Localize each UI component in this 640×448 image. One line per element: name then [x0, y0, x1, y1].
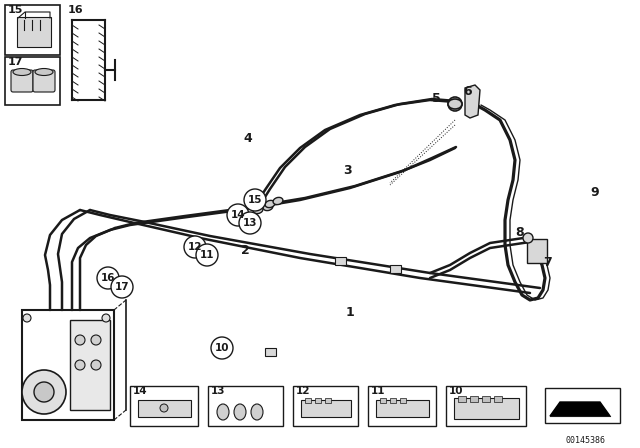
Text: 15: 15: [248, 195, 262, 205]
Text: 14: 14: [230, 210, 245, 220]
FancyBboxPatch shape: [454, 397, 518, 418]
Ellipse shape: [234, 404, 246, 420]
Text: 00145386: 00145386: [565, 435, 605, 444]
Text: 4: 4: [244, 132, 252, 145]
FancyBboxPatch shape: [70, 320, 110, 410]
Circle shape: [448, 97, 462, 111]
Text: 11: 11: [200, 250, 214, 260]
Ellipse shape: [263, 203, 273, 211]
Text: 1: 1: [346, 306, 355, 319]
FancyBboxPatch shape: [376, 400, 429, 417]
FancyBboxPatch shape: [390, 264, 401, 272]
Circle shape: [91, 335, 101, 345]
FancyBboxPatch shape: [264, 348, 275, 356]
FancyBboxPatch shape: [293, 386, 358, 426]
FancyBboxPatch shape: [214, 340, 225, 349]
Text: 5: 5: [431, 91, 440, 104]
Circle shape: [111, 276, 133, 298]
Circle shape: [184, 236, 206, 258]
Text: 10: 10: [449, 386, 463, 396]
FancyBboxPatch shape: [400, 398, 406, 403]
FancyBboxPatch shape: [390, 398, 396, 403]
FancyBboxPatch shape: [380, 398, 386, 403]
Text: 12: 12: [188, 242, 202, 252]
Text: 10: 10: [215, 343, 229, 353]
FancyBboxPatch shape: [494, 396, 502, 402]
Polygon shape: [465, 85, 480, 118]
Ellipse shape: [273, 198, 283, 205]
Circle shape: [211, 337, 233, 359]
FancyBboxPatch shape: [325, 398, 331, 403]
Text: 11: 11: [371, 386, 385, 396]
Text: 16: 16: [100, 273, 115, 283]
Circle shape: [227, 204, 249, 226]
Ellipse shape: [35, 69, 53, 76]
Text: 3: 3: [344, 164, 352, 177]
Circle shape: [196, 244, 218, 266]
Ellipse shape: [265, 200, 275, 207]
FancyBboxPatch shape: [5, 5, 60, 55]
Circle shape: [523, 233, 533, 243]
Text: 6: 6: [464, 85, 472, 98]
Text: 17: 17: [115, 282, 129, 292]
FancyBboxPatch shape: [138, 400, 191, 417]
Ellipse shape: [217, 404, 229, 420]
Circle shape: [244, 189, 266, 211]
FancyBboxPatch shape: [545, 388, 620, 423]
FancyBboxPatch shape: [527, 239, 547, 263]
Ellipse shape: [251, 404, 263, 420]
FancyBboxPatch shape: [22, 310, 114, 420]
Text: 8: 8: [516, 225, 524, 238]
Circle shape: [23, 314, 31, 322]
Circle shape: [97, 267, 119, 289]
FancyBboxPatch shape: [305, 398, 311, 403]
Circle shape: [91, 360, 101, 370]
Polygon shape: [550, 402, 610, 416]
Text: 9: 9: [591, 185, 599, 198]
FancyBboxPatch shape: [335, 257, 346, 264]
Ellipse shape: [253, 207, 263, 214]
Text: 7: 7: [543, 255, 552, 268]
FancyBboxPatch shape: [446, 386, 526, 426]
Text: 14: 14: [133, 386, 148, 396]
Text: 17: 17: [8, 57, 24, 67]
FancyBboxPatch shape: [470, 396, 478, 402]
Text: 13: 13: [211, 386, 225, 396]
FancyBboxPatch shape: [5, 57, 60, 105]
FancyBboxPatch shape: [482, 396, 490, 402]
FancyBboxPatch shape: [458, 396, 466, 402]
Ellipse shape: [448, 99, 462, 109]
Circle shape: [75, 335, 85, 345]
Circle shape: [239, 212, 261, 234]
Circle shape: [34, 382, 54, 402]
Circle shape: [75, 360, 85, 370]
Text: 2: 2: [241, 244, 250, 257]
Text: 12: 12: [296, 386, 310, 396]
FancyBboxPatch shape: [33, 70, 55, 92]
Ellipse shape: [13, 69, 31, 76]
Text: 13: 13: [243, 218, 257, 228]
FancyBboxPatch shape: [130, 386, 198, 426]
FancyBboxPatch shape: [301, 400, 351, 417]
Text: 15: 15: [8, 5, 24, 15]
FancyBboxPatch shape: [315, 398, 321, 403]
Text: 16: 16: [68, 5, 84, 15]
Circle shape: [22, 370, 66, 414]
FancyBboxPatch shape: [208, 386, 283, 426]
FancyBboxPatch shape: [11, 70, 33, 92]
FancyBboxPatch shape: [368, 386, 436, 426]
Circle shape: [160, 404, 168, 412]
Circle shape: [102, 314, 110, 322]
FancyBboxPatch shape: [17, 17, 51, 47]
